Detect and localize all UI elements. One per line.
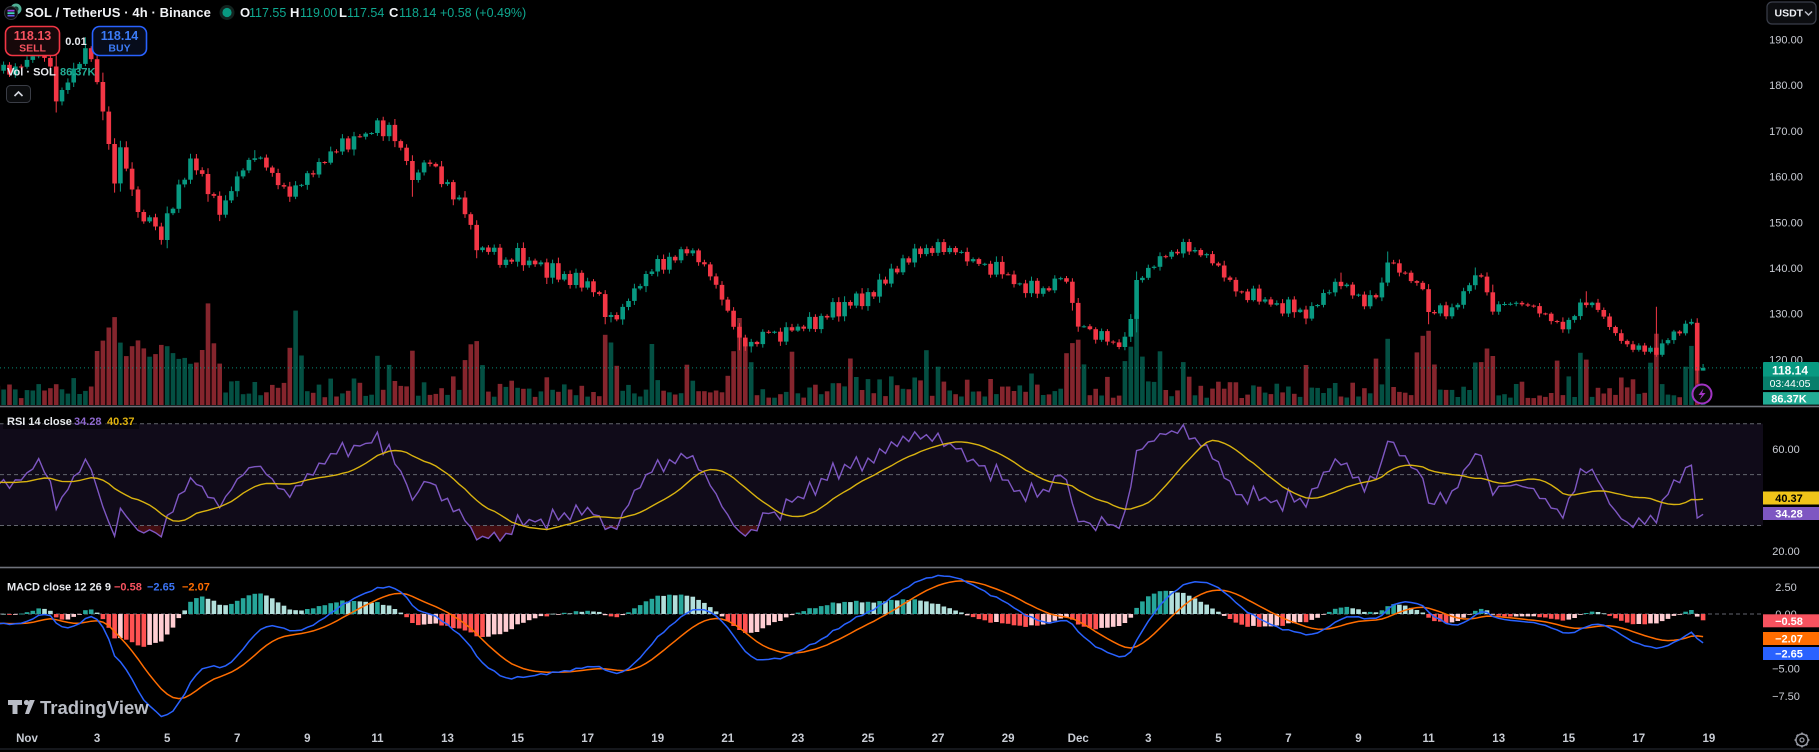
svg-text:17: 17 xyxy=(581,733,594,745)
svg-text:0.01: 0.01 xyxy=(65,36,86,48)
svg-text:40.37: 40.37 xyxy=(107,416,135,428)
svg-text:34.28: 34.28 xyxy=(1775,509,1803,521)
svg-text:−7.50: −7.50 xyxy=(1772,691,1800,703)
svg-text:21: 21 xyxy=(721,733,734,745)
svg-text:150.00: 150.00 xyxy=(1769,217,1803,229)
svg-text:3: 3 xyxy=(1145,733,1151,745)
svg-text:117.54: 117.54 xyxy=(347,6,384,20)
svg-text:11: 11 xyxy=(371,733,384,745)
svg-text:19: 19 xyxy=(1703,733,1716,745)
svg-text:−2.07: −2.07 xyxy=(1775,634,1803,646)
svg-text:−5.00: −5.00 xyxy=(1772,664,1800,676)
svg-text:119.00: 119.00 xyxy=(300,6,337,20)
svg-text:9: 9 xyxy=(304,733,310,745)
svg-text:−0.58: −0.58 xyxy=(114,582,142,594)
svg-text:180.00: 180.00 xyxy=(1769,80,1803,92)
svg-text:29: 29 xyxy=(1002,733,1015,745)
svg-text:40.37: 40.37 xyxy=(1775,493,1803,505)
svg-text:H: H xyxy=(290,5,299,20)
svg-text:TradingView: TradingView xyxy=(40,697,149,718)
svg-text:60.00: 60.00 xyxy=(1772,444,1800,456)
svg-text:15: 15 xyxy=(1562,733,1575,745)
svg-text:15: 15 xyxy=(511,733,524,745)
svg-text:34.28: 34.28 xyxy=(74,416,102,428)
svg-text:Dec: Dec xyxy=(1068,733,1090,745)
svg-text:9: 9 xyxy=(1355,733,1361,745)
svg-text:118.14: 118.14 xyxy=(399,6,436,20)
svg-text:19: 19 xyxy=(651,733,664,745)
svg-text:−2.65: −2.65 xyxy=(1775,649,1803,661)
svg-text:20.00: 20.00 xyxy=(1772,546,1800,558)
svg-text:7: 7 xyxy=(234,733,240,745)
svg-text:−2.07: −2.07 xyxy=(182,582,210,594)
svg-text:27: 27 xyxy=(932,733,945,745)
svg-text:USDT: USDT xyxy=(1775,8,1804,20)
svg-text:17: 17 xyxy=(1632,733,1645,745)
svg-text:118.13: 118.13 xyxy=(14,29,52,43)
svg-text:RSI 14 close: RSI 14 close xyxy=(7,416,72,428)
svg-text:23: 23 xyxy=(792,733,805,745)
svg-text:130.00: 130.00 xyxy=(1769,309,1803,321)
svg-text:O: O xyxy=(240,5,250,20)
svg-text:118.14: 118.14 xyxy=(101,29,139,43)
svg-text:+0.58 (+0.49%): +0.58 (+0.49%) xyxy=(440,6,526,20)
svg-text:C: C xyxy=(389,5,399,20)
svg-text:160.00: 160.00 xyxy=(1769,172,1803,184)
svg-text:11: 11 xyxy=(1423,733,1436,745)
svg-text:5: 5 xyxy=(164,733,171,745)
svg-text:L: L xyxy=(339,5,347,20)
svg-text:25: 25 xyxy=(862,733,875,745)
svg-text:86.37K: 86.37K xyxy=(1771,393,1807,405)
svg-text:2.50: 2.50 xyxy=(1775,582,1796,594)
svg-text:3: 3 xyxy=(94,733,100,745)
svg-text:SOL / TetherUS · 4h · Binance: SOL / TetherUS · 4h · Binance xyxy=(25,5,211,20)
svg-text:13: 13 xyxy=(441,733,454,745)
svg-text:190.00: 190.00 xyxy=(1769,35,1803,47)
svg-text:5: 5 xyxy=(1215,733,1222,745)
svg-text:7: 7 xyxy=(1285,733,1291,745)
svg-text:Vol · SOL: Vol · SOL xyxy=(7,67,56,79)
svg-text:BUY: BUY xyxy=(108,43,130,55)
svg-text:170.00: 170.00 xyxy=(1769,126,1803,138)
svg-text:−2.65: −2.65 xyxy=(147,582,175,594)
svg-text:SELL: SELL xyxy=(19,43,46,55)
svg-text:118.14: 118.14 xyxy=(1772,364,1808,378)
svg-text:117.55: 117.55 xyxy=(249,6,286,20)
svg-text:86.37K: 86.37K xyxy=(60,67,96,79)
svg-text:MACD close 12 26 9: MACD close 12 26 9 xyxy=(7,582,111,594)
svg-text:13: 13 xyxy=(1492,733,1505,745)
svg-text:03:44:05: 03:44:05 xyxy=(1770,378,1811,390)
svg-text:Nov: Nov xyxy=(16,733,38,745)
svg-text:140.00: 140.00 xyxy=(1769,263,1803,275)
svg-text:−0.58: −0.58 xyxy=(1775,616,1803,628)
